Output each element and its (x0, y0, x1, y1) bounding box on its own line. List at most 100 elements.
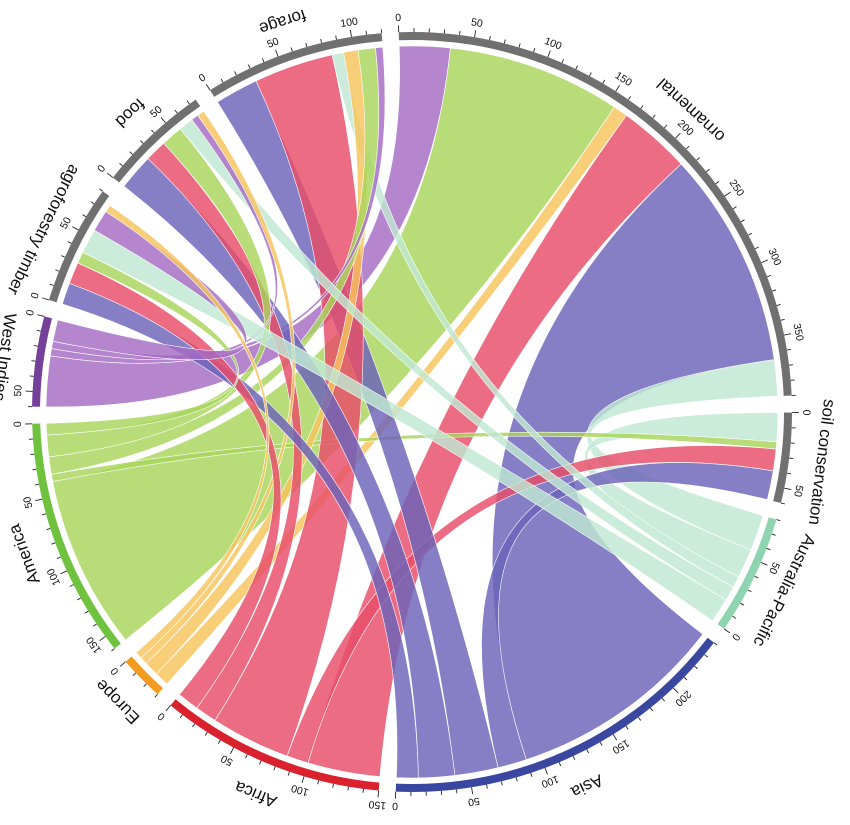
tick-asia-50 (471, 787, 474, 795)
tick-asia-70 (500, 781, 503, 786)
tick-africa-90 (287, 771, 290, 776)
tick-asia-160 (625, 725, 629, 730)
tick-forage-50 (275, 49, 279, 57)
sector-label-europe: Europe (92, 675, 144, 727)
tick-ornamental-150 (615, 85, 620, 92)
tick-asia-190 (661, 697, 666, 702)
tick-label-america-150: 150 (84, 634, 104, 655)
tick-africa-100 (301, 776, 305, 784)
tick-ornamental-310 (766, 274, 772, 278)
ribbon-layer (45, 45, 779, 779)
tick-label-forage-50: 50 (265, 35, 280, 50)
tick-label-soil-conservation-0: 0 (800, 410, 812, 416)
tick-forage-0 (205, 83, 211, 91)
sector-arc-forage (209, 33, 383, 97)
tick-europe-10 (132, 672, 137, 677)
sector-arc-africa (170, 699, 380, 791)
sector-arc-west-indies (32, 316, 52, 407)
sector-arc-europe (125, 656, 163, 695)
tick-africa-70 (259, 760, 262, 765)
tick-ornamental-230 (706, 168, 710, 173)
tick-asia-230 (704, 654, 708, 658)
ribbon-ornamental-to-europe (155, 106, 627, 685)
tick-america-60 (41, 513, 47, 516)
tick-agroforestry-timber-30 (61, 255, 66, 258)
tick-australia-pacific-60 (766, 547, 771, 551)
tick-australia-pacific-50 (760, 562, 768, 566)
tick-agroforestry-timber-60 (82, 214, 87, 218)
tick-asia-170 (637, 716, 642, 721)
sector-label-soil-conservation: soil conservation (805, 398, 839, 526)
ribbon-food-to-australia-pacific (179, 119, 734, 601)
tick-asia-240 (713, 642, 718, 646)
sector-arc-agroforestry-timber (48, 191, 110, 303)
tick-africa-110 (317, 780, 320, 785)
tick-ornamental-360 (786, 348, 791, 351)
tick-ornamental-220 (696, 157, 700, 161)
tick-australia-pacific-70 (771, 533, 776, 536)
tick-america-110 (69, 584, 74, 587)
tick-australia-pacific-30 (747, 589, 752, 593)
ribbon-forage-to-west-indies (49, 46, 386, 364)
tick-label-west-indies-0: 0 (24, 308, 37, 317)
tick-ornamental-340 (780, 318, 785, 321)
tick-forage-100 (349, 29, 352, 37)
tick-ornamental-140 (602, 79, 606, 84)
tick-america-70 (46, 528, 51, 531)
tick-west-indies-30 (31, 360, 36, 362)
tick-label-ornamental-350: 350 (790, 322, 805, 342)
tick-asia-200 (672, 687, 679, 694)
tick-soil-conservation-50 (784, 487, 792, 491)
tick-label-ornamental-0: 0 (395, 12, 401, 24)
tick-ornamental-290 (754, 246, 759, 250)
sector-arc-soil-conservation (773, 412, 792, 504)
tick-ornamental-330 (776, 304, 781, 307)
tick-forage-80 (320, 38, 323, 44)
ribbon-agroforestry-timber-to-europe (105, 204, 270, 659)
tick-forage-60 (290, 47, 293, 52)
ribbon-food-to-africa (147, 142, 303, 721)
tick-ornamental-270 (740, 219, 745, 223)
tick-label-ornamental-300: 300 (766, 247, 784, 268)
tick-africa-150 (377, 790, 380, 798)
tick-label-africa-150: 150 (368, 798, 387, 812)
tick-agroforestry-timber-40 (67, 241, 72, 244)
tick-food-40 (151, 129, 155, 134)
tick-agroforestry-timber-10 (49, 283, 54, 286)
tick-soil-conservation-40 (786, 472, 792, 475)
tick-asia-110 (558, 762, 562, 767)
tick-america-150 (99, 636, 106, 641)
tick-ornamental-200 (675, 132, 681, 139)
tick-america-160 (111, 648, 115, 652)
tick-label-america-50: 50 (21, 495, 35, 509)
tick-forage-20 (234, 71, 237, 76)
tick-america-130 (84, 610, 89, 614)
tick-food-50 (160, 117, 166, 124)
tick-africa-40 (217, 739, 221, 744)
tick-agroforestry-timber-20 (55, 269, 60, 272)
tick-label-forage-0: 0 (197, 71, 208, 84)
sector-label-asia: Asia (568, 770, 607, 801)
tick-africa-120 (332, 783, 334, 788)
ribbon-forage-to-africa (214, 54, 364, 757)
tick-forage-70 (305, 42, 308, 47)
ribbon-agroforestry-timber-to-america (45, 251, 239, 436)
tick-asia-80 (515, 777, 518, 782)
tick-label-asia-0: 0 (392, 800, 399, 812)
tick-label-ornamental-150: 150 (613, 69, 634, 89)
tick-west-indies-0 (37, 314, 45, 317)
tick-europe-30 (154, 693, 158, 698)
tick-ornamental-250 (724, 191, 731, 197)
tick-america-100 (60, 570, 68, 575)
tick-label-africa-0: 0 (155, 710, 167, 723)
tick-label-asia-50: 50 (467, 795, 481, 809)
tick-ornamental-70 (503, 39, 506, 44)
tick-soil-conservation-60 (780, 502, 785, 505)
tick-ornamental-190 (663, 124, 668, 129)
sector-arc-layer (32, 31, 792, 792)
tick-australia-pacific-40 (754, 575, 759, 579)
tick-australia-pacific-0 (723, 628, 731, 634)
tick-ornamental-170 (640, 105, 644, 109)
tick-agroforestry-timber-0 (42, 297, 50, 301)
tick-label-agroforestry-timber-0: 0 (29, 291, 42, 300)
